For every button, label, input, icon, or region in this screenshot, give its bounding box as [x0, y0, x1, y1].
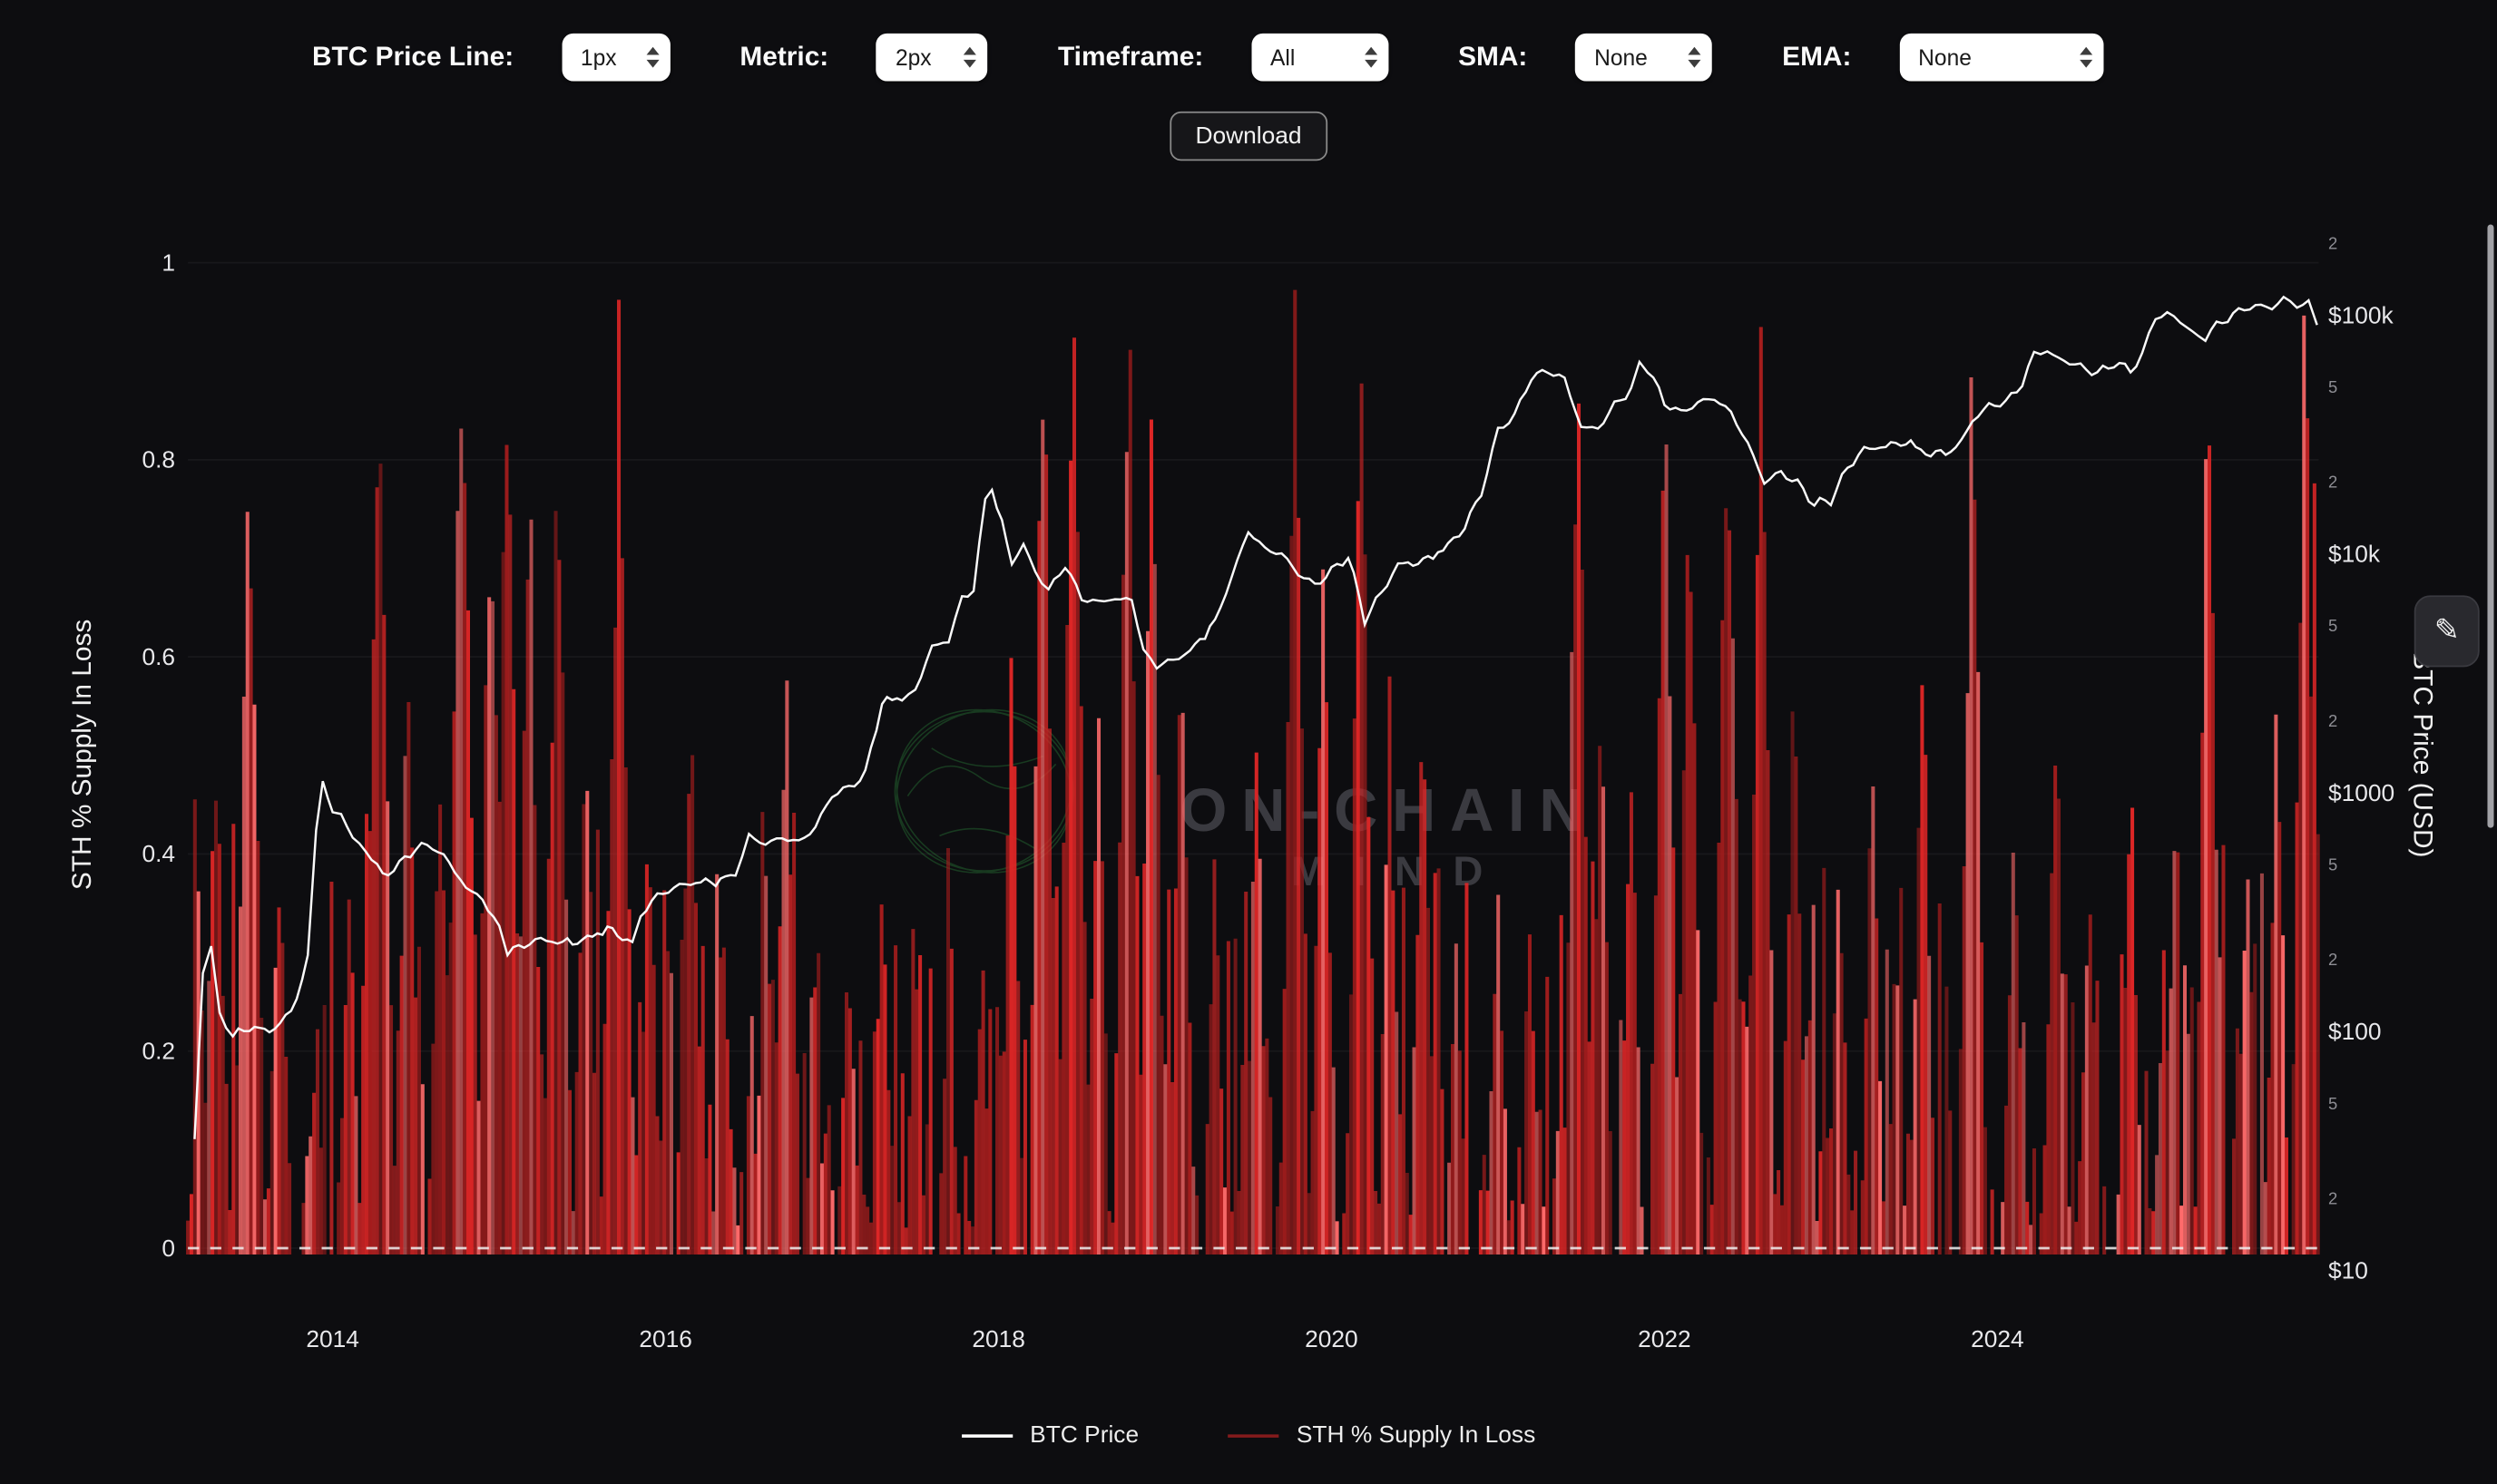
select-value: None: [1594, 44, 1648, 71]
svg-text:$100k: $100k: [2328, 301, 2394, 328]
select-stepper-icon: [645, 46, 659, 68]
legend-label: BTC Price: [1030, 1421, 1140, 1450]
btc-price-line-swatch: [961, 1433, 1013, 1437]
sma-control: SMA: None: [1458, 33, 1712, 82]
download-button[interactable]: Download: [1170, 111, 1327, 161]
page-scrollbar[interactable]: [2487, 224, 2494, 828]
legend-item-btc-price[interactable]: BTC Price: [961, 1421, 1140, 1450]
timeframe-control: Timeframe: All: [1057, 33, 1388, 82]
svg-text:$10: $10: [2328, 1256, 2368, 1284]
timeframe-label: Timeframe:: [1057, 41, 1204, 72]
metric-label: Metric:: [739, 41, 829, 72]
timeframe-select[interactable]: All: [1250, 33, 1388, 82]
pencil-icon: ✎: [2433, 614, 2460, 649]
select-stepper-icon: [1364, 46, 1377, 68]
svg-text:1: 1: [162, 249, 175, 276]
legend: BTC Price STH % Supply In Loss: [0, 1421, 2497, 1449]
select-value: All: [1269, 44, 1296, 71]
left-axis-ticks: 0 0.2 0.4 0.6 0.8 1: [142, 249, 175, 1261]
select-stepper-icon: [964, 46, 977, 68]
right-axis-ticks: $10 $100 $1000 $10k $100k 2 5 2 5 2 5 2 5 2: [2328, 233, 2394, 1284]
svg-text:2: 2: [2328, 711, 2337, 730]
right-axis-title: BTC Price (USD): [2408, 651, 2438, 857]
svg-text:5: 5: [2328, 616, 2337, 635]
svg-text:2024: 2024: [1971, 1325, 2024, 1352]
legend-label: STH % Supply In Loss: [1296, 1421, 1536, 1450]
btc-price-line-select[interactable]: 1px: [561, 33, 671, 82]
svg-text:2: 2: [2328, 473, 2337, 492]
svg-text:$10k: $10k: [2328, 541, 2381, 568]
select-stepper-icon: [2079, 46, 2092, 68]
svg-text:0.6: 0.6: [142, 643, 175, 670]
select-value: 1px: [580, 44, 617, 71]
btc-price-line: [193, 295, 2318, 1139]
ema-select[interactable]: None: [1899, 33, 2103, 82]
svg-text:2: 2: [2328, 1188, 2337, 1207]
left-axis-title: STH % Supply In Loss: [67, 620, 97, 890]
metric-select[interactable]: 2px: [876, 33, 988, 82]
svg-text:2: 2: [2328, 233, 2337, 252]
sth-supply-swatch: [1228, 1433, 1279, 1437]
svg-text:2022: 2022: [1638, 1325, 1691, 1352]
btc-price-line-label: BTC Price Line:: [311, 41, 514, 72]
svg-text:2018: 2018: [972, 1325, 1025, 1352]
edit-button[interactable]: ✎: [2414, 595, 2480, 668]
svg-text:2020: 2020: [1305, 1325, 1358, 1352]
ema-control: EMA: None: [1782, 33, 2103, 82]
svg-text:0.4: 0.4: [142, 840, 175, 867]
svg-text:2: 2: [2328, 950, 2337, 969]
svg-text:5: 5: [2328, 1094, 2337, 1113]
btc-price-line-control: BTC Price Line: 1px: [311, 33, 671, 82]
metric-control: Metric: 2px: [739, 33, 988, 82]
svg-text:0: 0: [162, 1235, 175, 1262]
svg-text:0.2: 0.2: [142, 1037, 175, 1064]
select-value: 2px: [895, 44, 932, 71]
sma-label: SMA:: [1458, 41, 1528, 72]
svg-text:5: 5: [2328, 855, 2337, 874]
svg-text:$100: $100: [2328, 1018, 2382, 1045]
legend-item-sth-supply[interactable]: STH % Supply In Loss: [1228, 1421, 1535, 1449]
svg-text:0.8: 0.8: [142, 446, 175, 474]
ema-label: EMA:: [1782, 41, 1852, 72]
sth-bars: [186, 289, 2320, 1255]
select-stepper-icon: [1688, 46, 1701, 68]
svg-text:5: 5: [2328, 377, 2337, 396]
select-value: None: [1918, 44, 1972, 71]
svg-text:$1000: $1000: [2328, 779, 2394, 806]
toolbar: BTC Price Line: 1px Metric: 2px Timefram…: [312, 32, 2173, 83]
svg-text:2016: 2016: [639, 1325, 692, 1352]
svg-text:2014: 2014: [306, 1325, 359, 1352]
sma-select[interactable]: None: [1575, 33, 1712, 82]
x-axis-ticks: 2014 2016 2018 2020 2022 2024: [306, 1325, 2023, 1352]
watermark-line1: ON-CHAIN: [1180, 777, 1598, 845]
